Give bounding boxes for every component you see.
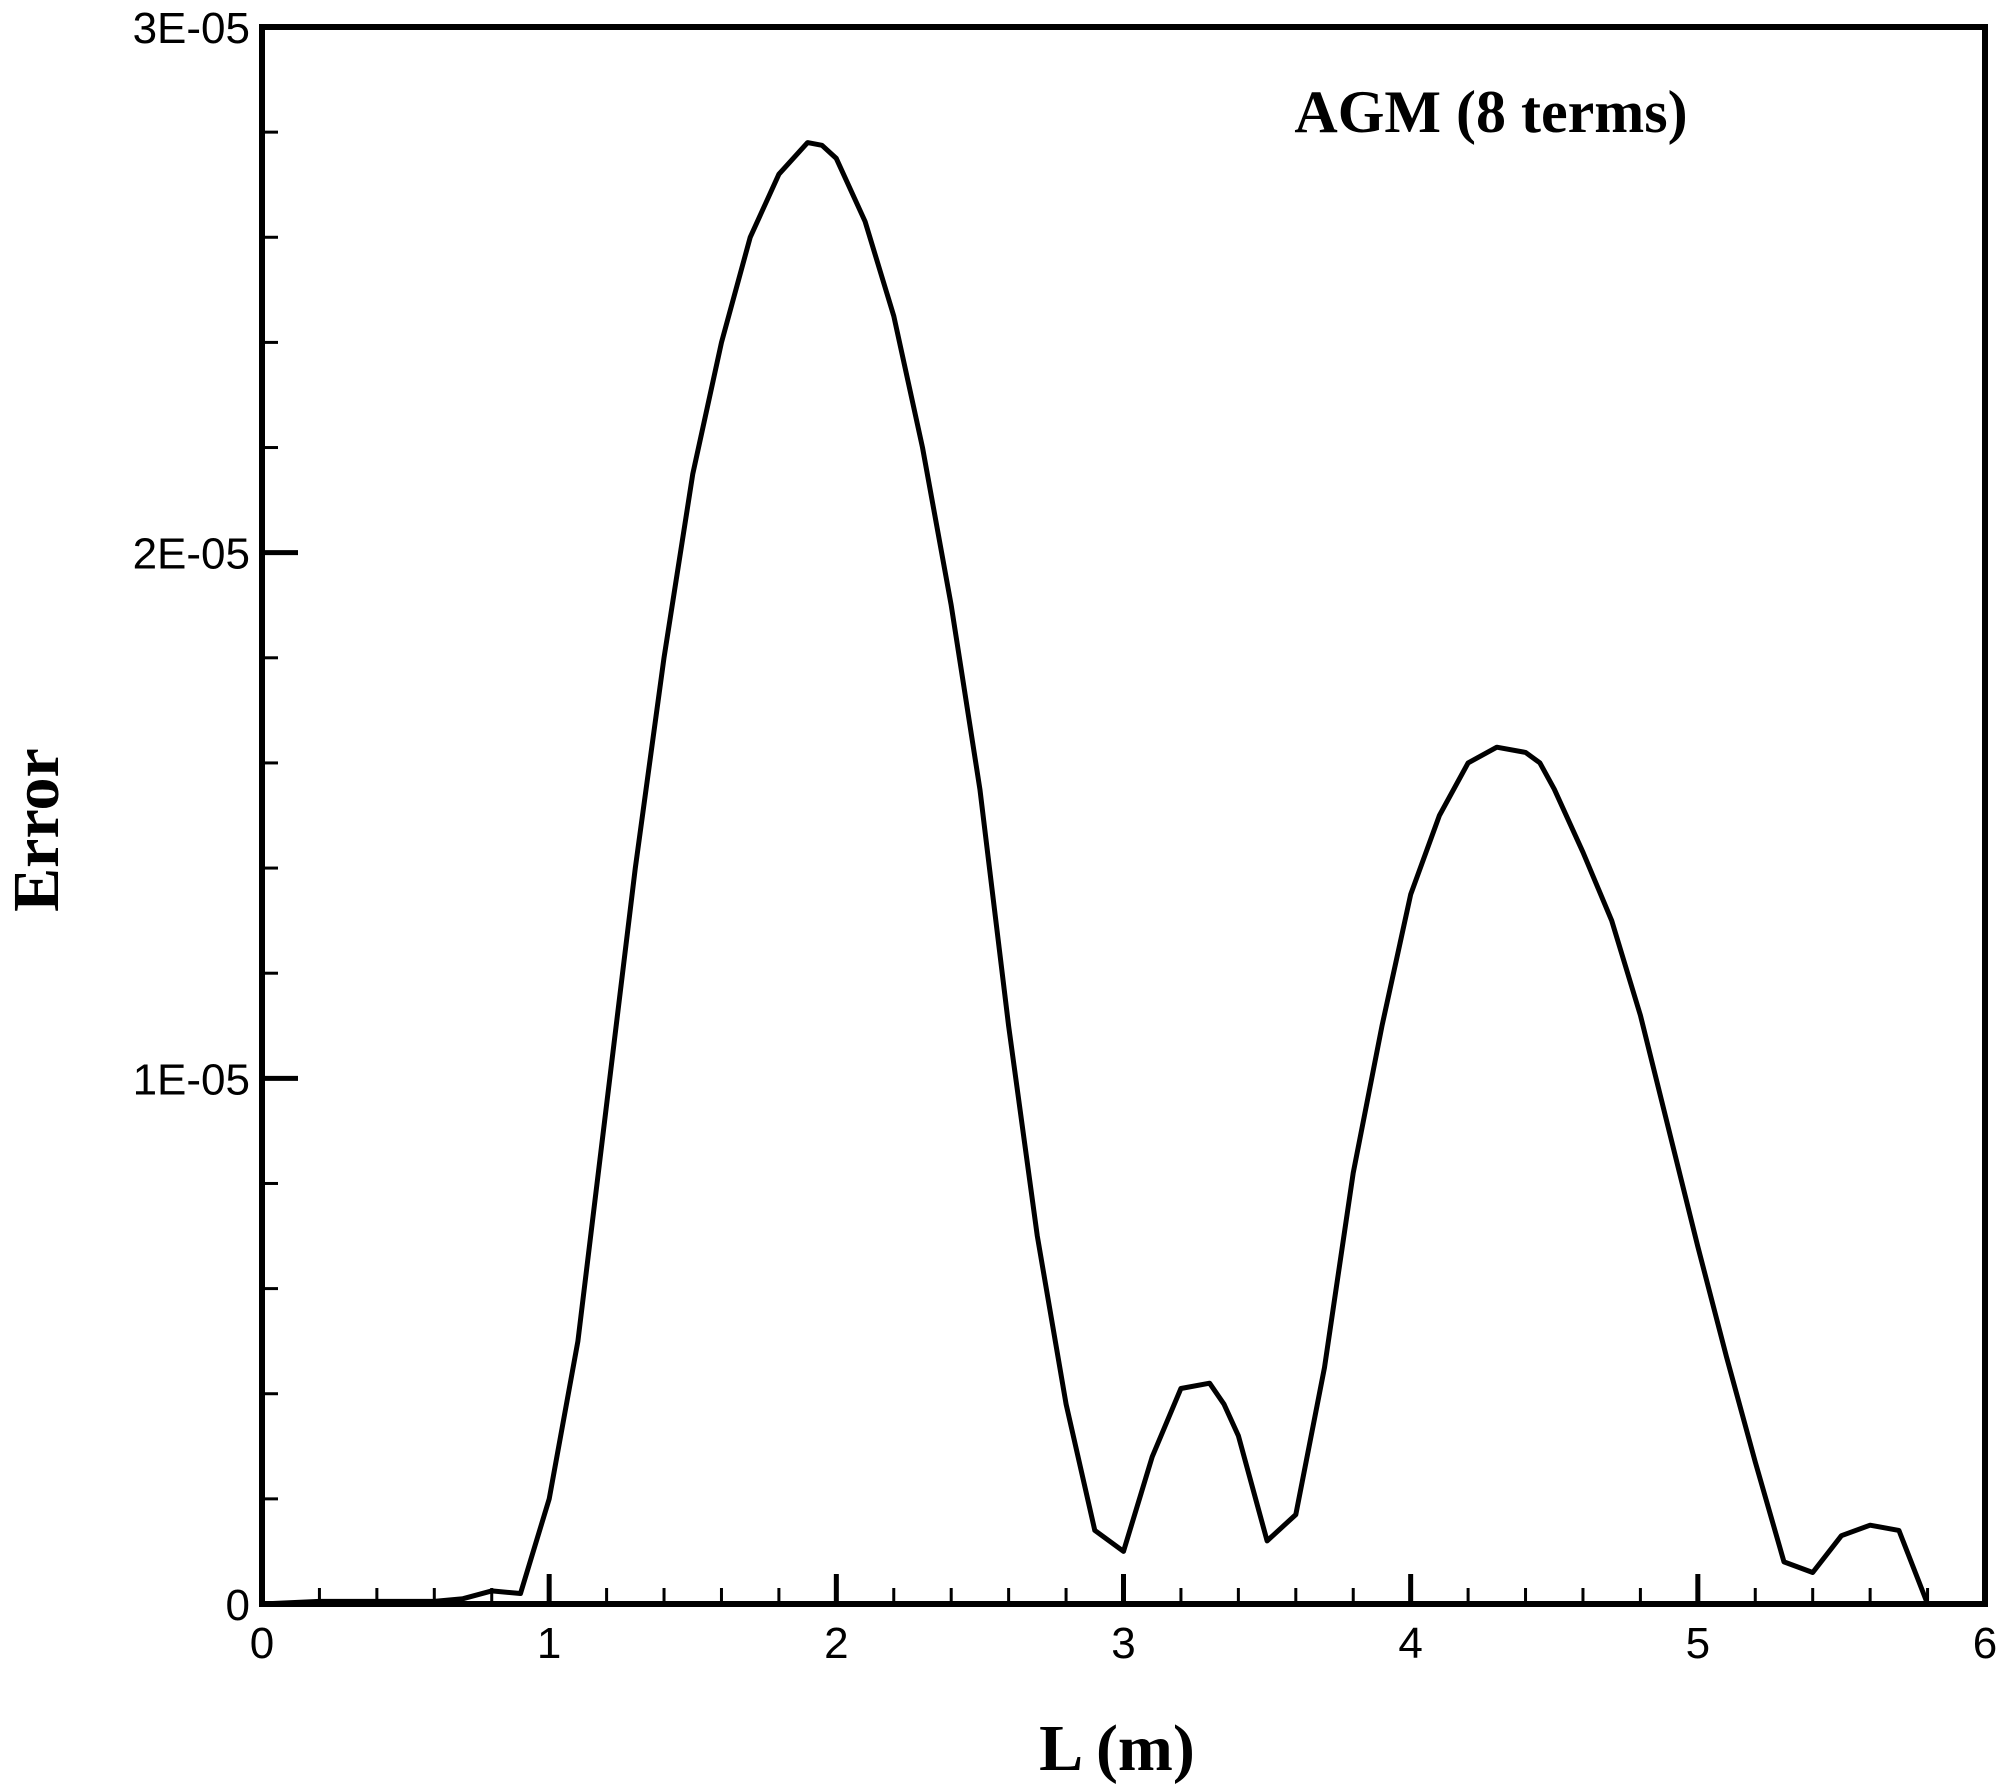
x-tick-label: 6 [1973, 1619, 1997, 1668]
x-axis-label: L (m) [1039, 1712, 1195, 1784]
y-tick-label: 1E-05 [133, 1055, 250, 1104]
chart-annotation: AGM (8 terms) [1294, 79, 1687, 145]
x-tick-label: 4 [1398, 1619, 1422, 1668]
y-tick-label: 3E-05 [133, 4, 250, 53]
x-tick-label: 3 [1111, 1619, 1135, 1668]
y-axis-label: Error [0, 748, 73, 912]
axes: 0 1 2 3 4 5 6 0 1E-05 2E-05 3E-05 [133, 4, 1998, 1668]
series-line [261, 140, 1985, 1607]
x-tick-label: 1 [537, 1619, 561, 1668]
x-tick-label: 2 [824, 1619, 848, 1668]
series-layer [261, 140, 1985, 1607]
y-tick-label: 0 [226, 1581, 250, 1630]
plot-frame [259, 24, 1988, 1607]
y-tick-label: 2E-05 [133, 530, 250, 579]
x-tick-label: 5 [1686, 1619, 1710, 1668]
x-tick-label: 0 [250, 1619, 274, 1668]
